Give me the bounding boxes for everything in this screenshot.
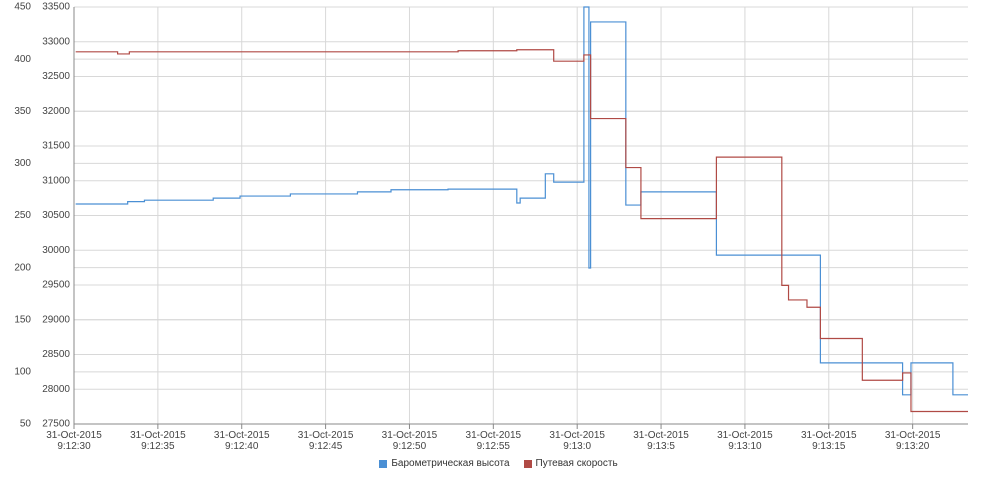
y-tick-label: 450 — [14, 2, 31, 13]
y2-tick-label: 30500 — [42, 210, 70, 221]
x-tick-label: 31-Oct-2015 9:12:50 — [381, 430, 438, 452]
x-tick-label: 31-Oct-2015 9:12:55 — [465, 430, 522, 452]
x-tick-label: 31-Oct-2015 9:13:15 — [800, 430, 857, 452]
series-line — [75, 6, 968, 396]
y-tick-label: 200 — [14, 262, 31, 273]
legend-swatch — [379, 459, 388, 468]
y-tick-label: 250 — [14, 210, 31, 221]
x-tick-label: 31-Oct-2015 9:12:45 — [297, 430, 354, 452]
legend-swatch — [523, 459, 532, 468]
x-tick-label: 31-Oct-2015 9:12:30 — [46, 430, 102, 452]
y2-tick-label: 32000 — [42, 106, 70, 117]
x-tick-label: 31-Oct-2015 9:12:40 — [213, 430, 270, 452]
y-tick-label: 100 — [14, 367, 31, 378]
legend: Барометрическая высота Путевая скорость — [0, 458, 997, 469]
y2-tick-label: 31000 — [42, 175, 70, 186]
y2-tick-label: 31500 — [42, 141, 70, 152]
y-tick-label: 50 — [20, 419, 32, 430]
x-tick-label: 31-Oct-2015 9:13:0 — [549, 430, 605, 452]
legend-label: Путевая скорость — [535, 458, 618, 469]
y-tick-label: 150 — [14, 314, 31, 325]
x-tick-label: 31-Oct-2015 9:13:20 — [884, 430, 941, 452]
y2-tick-label: 29500 — [42, 280, 70, 291]
y2-tick-label: 33000 — [42, 36, 70, 47]
y2-tick-label: 29000 — [42, 314, 70, 325]
y2-tick-label: 30000 — [42, 245, 70, 256]
y2-tick-label: 27500 — [42, 419, 70, 430]
x-tick-label: 31-Oct-2015 9:13:5 — [633, 430, 689, 452]
x-tick-label: 31-Oct-2015 9:13:10 — [717, 430, 773, 452]
legend-item: Барометрическая высота — [379, 458, 510, 469]
legend-item: Путевая скорость — [523, 458, 618, 469]
y2-tick-label: 33500 — [42, 2, 70, 13]
y-tick-label: 400 — [14, 54, 31, 65]
series-line — [75, 49, 968, 413]
y-tick-label: 350 — [14, 106, 31, 117]
y2-tick-label: 28500 — [42, 349, 70, 360]
y2-tick-label: 28000 — [42, 384, 70, 395]
y2-tick-label: 32500 — [42, 71, 70, 82]
x-tick-label: 31-Oct-2015 9:12:35 — [130, 430, 186, 452]
y-tick-label: 300 — [14, 158, 31, 169]
legend-label: Барометрическая высота — [391, 458, 510, 469]
